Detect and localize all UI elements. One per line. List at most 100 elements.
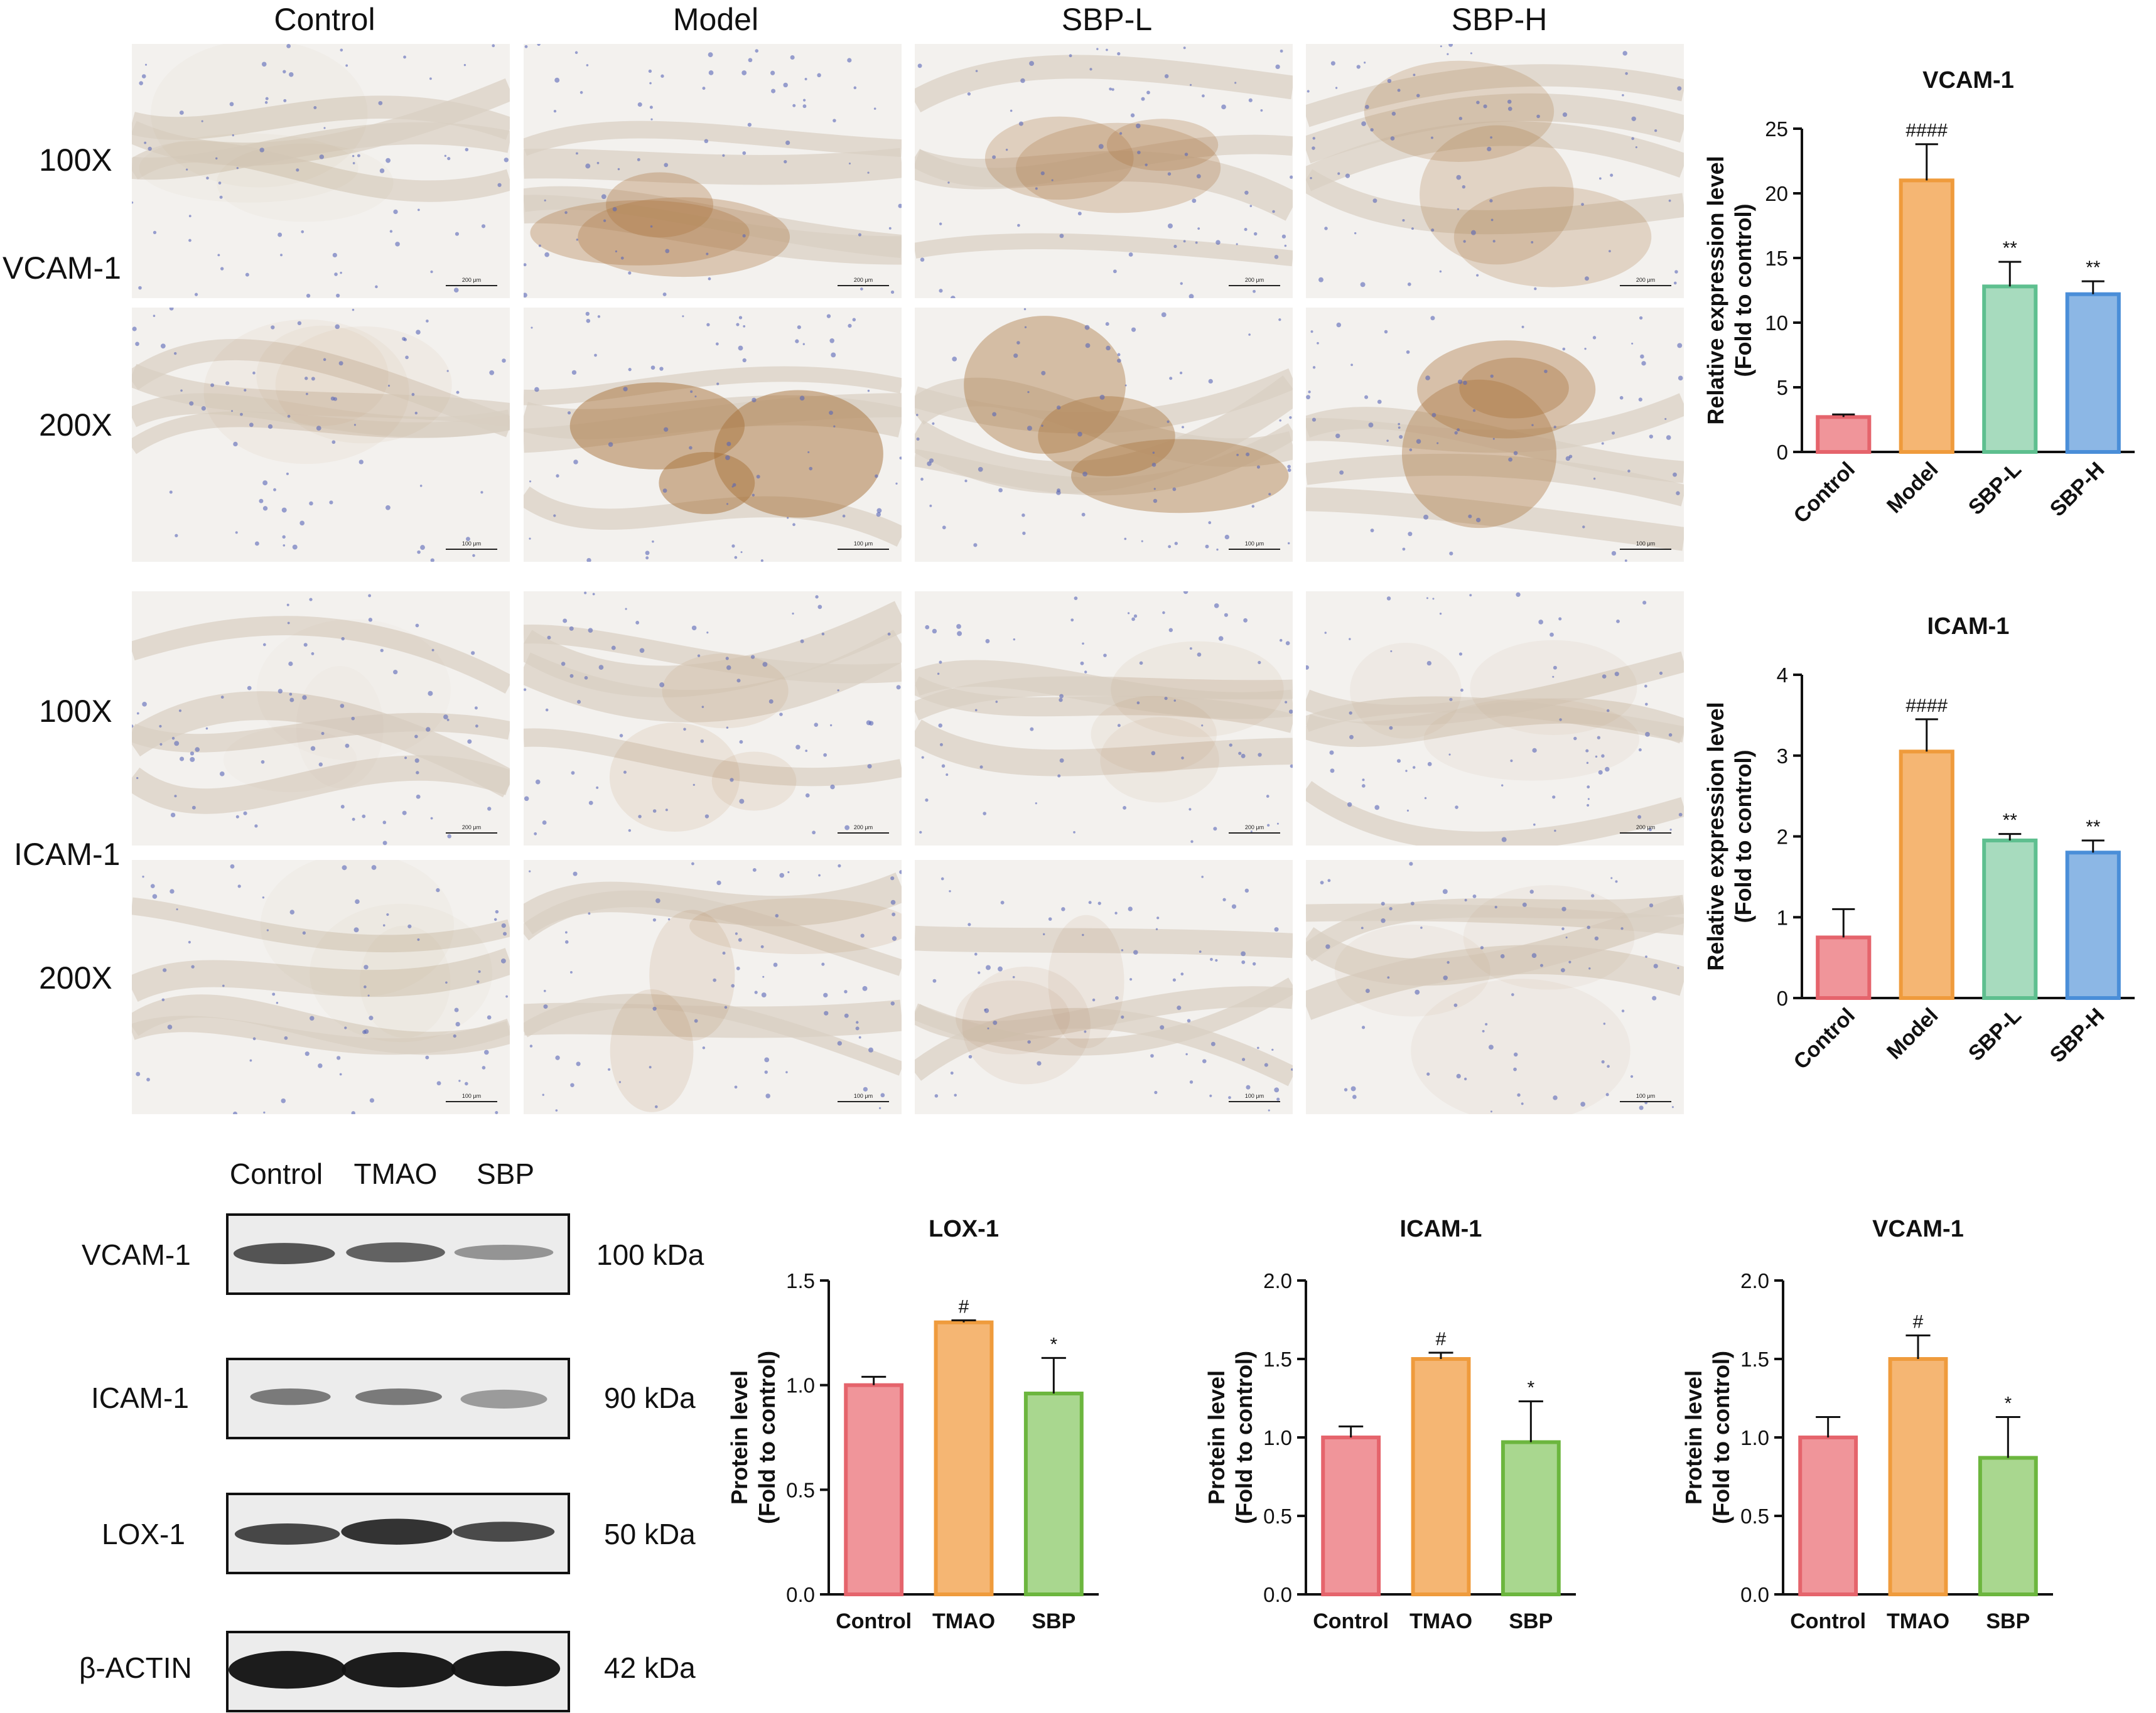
wb-protein-lox: LOX-1 <box>102 1518 185 1550</box>
y-tick-label: 0 <box>1777 441 1788 464</box>
x-tick-label: Control <box>1789 458 1860 528</box>
ihc-micrograph: 100 μm <box>915 308 1293 562</box>
x-tick-label: TMAO <box>1887 1609 1949 1633</box>
wb-lane-sbp: SBP <box>476 1157 535 1190</box>
bar <box>1501 1440 1561 1596</box>
scale-bar-label: 200 μm <box>1245 277 1264 283</box>
y-axis-label: (Fold to control) <box>1708 1351 1734 1524</box>
significance-marker: #### <box>1905 695 1948 716</box>
scale-bar-label: 100 μm <box>1636 1093 1655 1099</box>
significance-marker: ** <box>2086 257 2101 278</box>
x-tick-label: SBP-L <box>1964 1004 2026 1066</box>
wb-blot-actin <box>226 1631 570 1712</box>
ihc-micrograph: 200 μm <box>1306 44 1684 298</box>
scale-bar-label: 200 μm <box>1636 824 1655 830</box>
chart-title: VCAM-1 <box>1872 1216 1964 1242</box>
scale-bar-label: 200 μm <box>1636 277 1655 283</box>
y-axis-label: (Fold to control) <box>1730 204 1756 377</box>
ihc-col-header-sbp-l: SBP-L <box>1061 2 1153 37</box>
scale-bar-label: 200 μm <box>462 277 481 283</box>
y-tick-label: 5 <box>1777 376 1788 399</box>
scale-bar-label: 200 μm <box>1245 824 1264 830</box>
wb-size-vcam: 100 kDa <box>596 1238 704 1271</box>
wb-protein-actin: β-ACTIN <box>79 1651 192 1684</box>
bar <box>1798 1436 1858 1596</box>
y-tick-label: 15 <box>1765 247 1788 270</box>
y-tick-label: 0.5 <box>786 1478 815 1501</box>
chart-title: VCAM-1 <box>1922 67 2014 94</box>
significance-marker: ** <box>2003 810 2018 831</box>
ihc-col-header-sbp-h: SBP-H <box>1451 2 1548 37</box>
scale-bar-label: 100 μm <box>854 540 873 547</box>
ihc-micrograph: 200 μm <box>524 44 902 298</box>
significance-marker: * <box>1050 1334 1057 1355</box>
y-tick-label: 0.5 <box>1740 1505 1769 1528</box>
y-tick-label: 1.0 <box>1263 1426 1292 1449</box>
row-label-vcam-200x: 200X <box>39 407 112 443</box>
ihc-micrograph: 100 μm <box>915 860 1293 1114</box>
y-tick-label: 25 <box>1765 117 1788 141</box>
bar <box>1978 1456 2038 1596</box>
row-label-icam: ICAM-1 <box>14 837 121 872</box>
y-tick-label: 2.0 <box>1740 1269 1769 1292</box>
bar <box>1816 935 1872 1000</box>
x-tick-label: SBP-H <box>2046 458 2110 522</box>
chart-title: LOX-1 <box>929 1216 999 1242</box>
bar-chart-vcam-wb: VCAM-1 Protein level (Fold to control) 0.0 0… <box>1681 1216 2053 1633</box>
bar <box>2065 292 2121 454</box>
row-label-icam-200x: 200X <box>39 960 112 996</box>
ihc-micrograph: 200 μm <box>915 44 1293 298</box>
wb-blot-lox <box>226 1493 570 1574</box>
x-tick-label: TMAO <box>932 1609 995 1633</box>
y-tick-label: 1.5 <box>1263 1348 1292 1371</box>
y-tick-label: 0.0 <box>786 1583 815 1606</box>
bar <box>1899 749 1954 1000</box>
ihc-col-header-control: Control <box>274 2 375 37</box>
row-label-icam-100x: 100X <box>39 694 112 729</box>
wb-blot-icam <box>226 1358 570 1439</box>
x-tick-label: Control <box>1789 1004 1860 1074</box>
ihc-micrograph: 200 μm <box>1306 591 1684 846</box>
ihc-micrograph: 100 μm <box>524 308 902 562</box>
y-tick-label: 0.0 <box>1263 1583 1292 1606</box>
significance-marker: * <box>2004 1393 2012 1414</box>
bar <box>1321 1436 1381 1596</box>
wb-protein-icam: ICAM-1 <box>91 1382 189 1414</box>
ihc-col-header-model: Model <box>672 2 759 37</box>
bar-chart-vcam-ihc: VCAM-1 Relative expression level (Fold to … <box>1703 67 2135 528</box>
scale-bar-label: 100 μm <box>1636 540 1655 547</box>
x-tick-label: SBP <box>1509 1609 1553 1633</box>
scale-bar-label: 200 μm <box>462 824 481 830</box>
bar <box>934 1320 994 1597</box>
bar <box>1411 1357 1471 1596</box>
chart-title: ICAM-1 <box>1400 1216 1482 1242</box>
wb-protein-vcam: VCAM-1 <box>82 1238 191 1271</box>
y-tick-label: 1 <box>1777 906 1788 929</box>
wb-lane-control: Control <box>229 1157 323 1190</box>
y-tick-label: 1.5 <box>1740 1348 1769 1371</box>
bar-chart-lox-wb: LOX-1 Protein level (Fold to control) 0.0 0.… <box>726 1216 1099 1633</box>
y-tick-label: 2.0 <box>1263 1269 1292 1292</box>
significance-marker: # <box>959 1296 969 1317</box>
y-axis-label: Relative expression level <box>1703 702 1728 970</box>
significance-marker: ** <box>2003 238 2018 259</box>
scale-bar-label: 100 μm <box>1245 540 1264 547</box>
y-tick-label: 1.5 <box>786 1269 815 1292</box>
ihc-micrograph: 200 μm <box>132 44 510 298</box>
wb-lane-tmao: TMAO <box>353 1157 438 1190</box>
y-tick-label: 0 <box>1777 987 1788 1010</box>
significance-marker: ** <box>2086 817 2101 837</box>
scale-bar-label: 100 μm <box>1245 1093 1264 1099</box>
ihc-micrograph: 100 μm <box>1306 308 1684 562</box>
x-tick-label: Model <box>1882 458 1943 518</box>
significance-marker: # <box>1436 1329 1447 1350</box>
ihc-micrograph: 100 μm <box>524 860 902 1114</box>
bar <box>1982 284 2038 454</box>
bar-chart-icam-ihc: ICAM-1 Relative expression level (Fold to … <box>1703 613 2135 1074</box>
scale-bar-label: 100 μm <box>462 540 481 547</box>
y-tick-label: 1.0 <box>1740 1426 1769 1449</box>
y-axis-label: Relative expression level <box>1703 156 1728 424</box>
ihc-micrograph: 200 μm <box>132 591 510 846</box>
x-tick-label: SBP-L <box>1964 458 2026 520</box>
y-tick-label: 10 <box>1765 311 1788 335</box>
